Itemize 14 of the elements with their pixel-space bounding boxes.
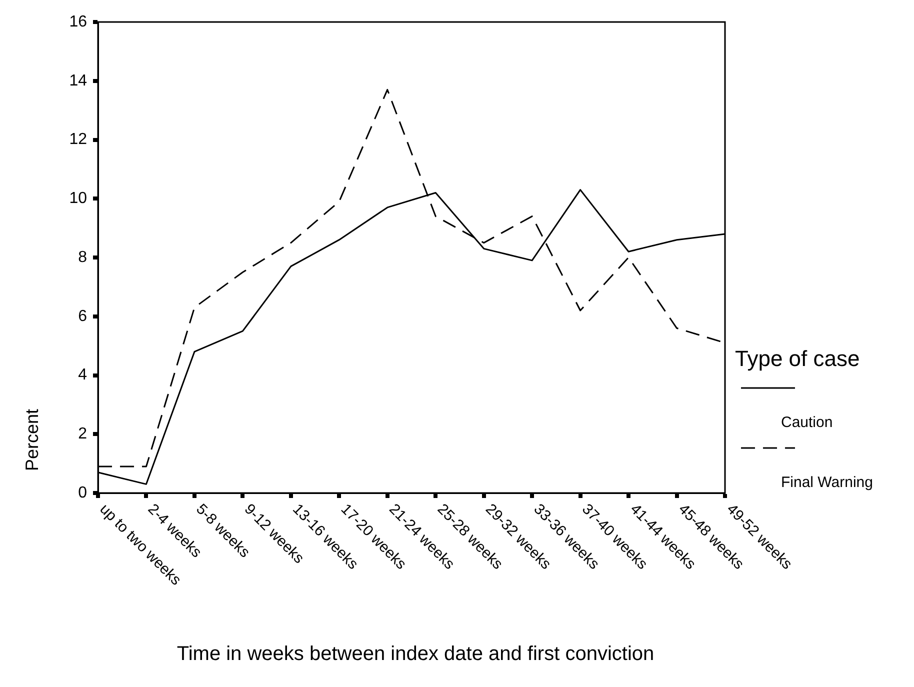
y-tick-label: 10: [69, 190, 88, 208]
y-axis-title: Percent: [22, 408, 42, 472]
y-tick-label: 2: [78, 426, 88, 443]
text: Caution: [781, 414, 833, 432]
y-tick-label: 12: [69, 131, 88, 148]
text: Final Warning: [781, 474, 873, 492]
y-tick-label: 8: [78, 248, 88, 266]
x-axis-title: Time in weeks between index date and first conviction: [176, 643, 654, 665]
y-tick-label: 16: [69, 13, 88, 30]
legend-title: Type of case: [735, 346, 860, 372]
y-tick-label: 14: [69, 72, 88, 90]
y-tick-label: 0: [78, 484, 88, 502]
y-tick-label: 4: [78, 366, 88, 384]
y-tick-label: 6: [78, 308, 88, 325]
